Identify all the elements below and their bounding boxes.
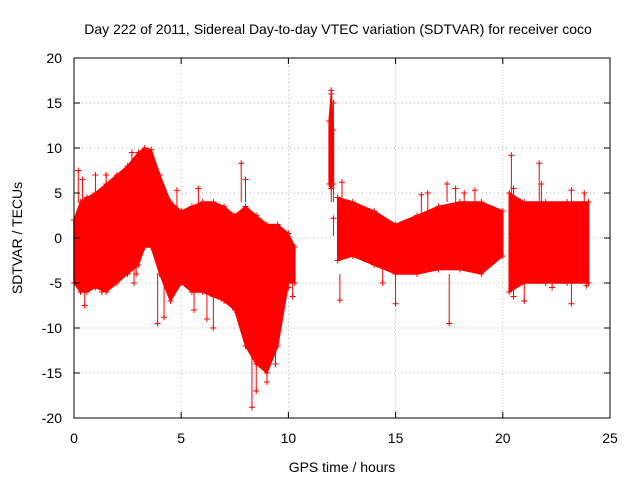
data-point [435, 203, 442, 210]
data-point [285, 230, 292, 237]
y-tick-label: -10 [42, 320, 62, 336]
data-band-segment-early [73, 147, 296, 375]
data-point [274, 221, 281, 228]
data-point [291, 244, 298, 250]
y-axis-label: SDTVAR / TECUs [9, 182, 25, 294]
data-point [585, 199, 592, 205]
data-point [92, 284, 99, 291]
data-point [263, 221, 270, 228]
data-point [478, 199, 485, 205]
data-point [456, 199, 463, 205]
x-tick-label: 0 [70, 430, 78, 446]
data-point [231, 307, 238, 313]
data-point [521, 199, 528, 205]
data-point [221, 203, 228, 210]
y-tick-label: 20 [46, 50, 62, 66]
data-point [414, 271, 421, 277]
y-tick-label: 10 [46, 140, 62, 156]
data-band-segment-end [508, 191, 590, 294]
x-tick-label: 15 [388, 430, 404, 446]
data-point [141, 145, 148, 151]
y-tick-label: -5 [50, 275, 63, 291]
data-point [253, 212, 260, 219]
data-point [506, 289, 513, 295]
data-point [371, 262, 378, 268]
data-point [334, 257, 341, 264]
y-tick-label: -20 [42, 410, 62, 426]
data-point [564, 199, 571, 205]
data-point [349, 253, 356, 259]
data-point [499, 208, 506, 214]
data-point [242, 343, 249, 349]
data-point [148, 146, 155, 153]
data-point [349, 199, 356, 205]
data-point [141, 244, 148, 250]
data-point [231, 212, 238, 219]
data-point [210, 199, 217, 205]
chart-title: Day 222 of 2011, Sidereal Day-to-day VTE… [84, 21, 592, 37]
x-tick-label: 10 [281, 430, 297, 446]
x-tick-label: 20 [495, 430, 511, 446]
data-point [124, 163, 131, 169]
data-point [135, 149, 142, 156]
data-point [178, 280, 185, 286]
x-tick-label: 5 [177, 430, 185, 446]
axis-ticks: 0 5 10 15 20 25 -20 -15 -10 -5 0 5 10 15 20 [42, 50, 618, 446]
data-point [199, 199, 206, 205]
data-point [499, 253, 506, 259]
data-point [167, 199, 174, 205]
y-tick-label: 5 [54, 185, 62, 201]
data-point [77, 289, 84, 295]
data-point [167, 298, 174, 304]
data-point [456, 266, 463, 273]
data-point [392, 221, 399, 228]
data-point [188, 203, 195, 210]
data-point [435, 266, 442, 273]
data-band-segment-late [336, 196, 504, 275]
y-tick-label: 0 [54, 230, 62, 246]
data-series [71, 87, 592, 411]
data-point [113, 280, 120, 286]
data-point [478, 271, 485, 277]
data-point [113, 172, 120, 178]
data-point [414, 212, 421, 219]
data-point [334, 194, 341, 201]
data-point [221, 298, 228, 304]
y-tick-label: 15 [46, 95, 62, 111]
data-point [83, 194, 90, 201]
data-point [542, 199, 549, 205]
data-point [199, 289, 206, 295]
data-point [178, 208, 185, 214]
data-point [124, 271, 131, 277]
data-point [564, 280, 571, 286]
y-tick-label: -15 [42, 365, 62, 381]
x-axis-label: GPS time / hours [289, 459, 396, 475]
x-tick-label: 25 [602, 430, 618, 446]
data-point [148, 244, 155, 250]
data-point [156, 172, 163, 178]
data-point [371, 208, 378, 214]
data-point [542, 280, 549, 286]
data-point [242, 203, 249, 210]
